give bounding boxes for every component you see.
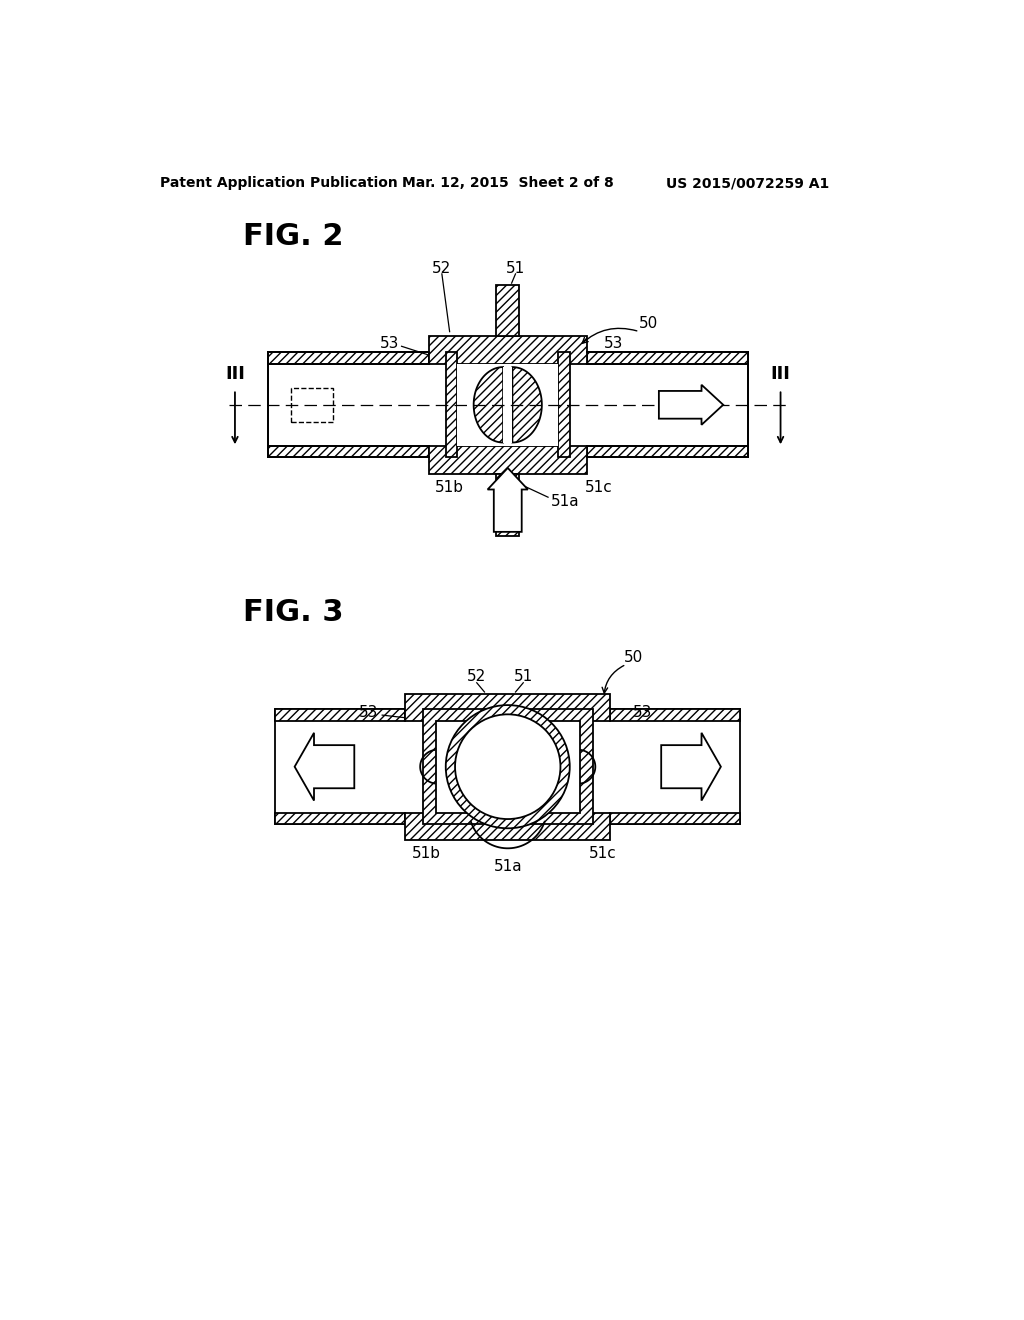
Text: 51c: 51c bbox=[589, 846, 616, 861]
Bar bbox=[458, 364, 558, 446]
Text: 51b: 51b bbox=[412, 846, 441, 861]
Ellipse shape bbox=[455, 714, 560, 818]
Bar bbox=[587, 352, 748, 364]
Bar bbox=[435, 721, 580, 813]
Bar bbox=[496, 285, 519, 335]
Text: FIG. 2: FIG. 2 bbox=[243, 223, 343, 251]
Polygon shape bbox=[662, 733, 721, 800]
Text: 51a: 51a bbox=[494, 859, 522, 874]
Bar bbox=[267, 352, 429, 364]
Polygon shape bbox=[295, 733, 354, 800]
Bar bbox=[610, 709, 740, 721]
Bar bbox=[291, 388, 334, 422]
Polygon shape bbox=[512, 367, 542, 442]
Bar bbox=[267, 352, 748, 457]
Bar bbox=[496, 474, 519, 536]
Text: 52: 52 bbox=[467, 669, 486, 684]
Bar bbox=[423, 709, 593, 825]
Text: 53: 53 bbox=[380, 335, 399, 351]
Text: 51: 51 bbox=[514, 669, 532, 684]
Text: 53: 53 bbox=[358, 705, 378, 721]
Text: US 2015/0072259 A1: US 2015/0072259 A1 bbox=[667, 176, 829, 190]
Polygon shape bbox=[474, 367, 503, 442]
Text: 51b: 51b bbox=[435, 480, 464, 495]
Text: Mar. 12, 2015  Sheet 2 of 8: Mar. 12, 2015 Sheet 2 of 8 bbox=[401, 176, 613, 190]
Text: 51c: 51c bbox=[586, 480, 613, 495]
Bar bbox=[429, 446, 587, 474]
Polygon shape bbox=[487, 469, 528, 532]
Text: III: III bbox=[225, 366, 245, 383]
Polygon shape bbox=[512, 367, 542, 442]
Bar bbox=[503, 367, 512, 442]
Bar bbox=[429, 335, 587, 364]
Bar bbox=[587, 446, 748, 457]
Bar bbox=[445, 352, 458, 457]
Bar bbox=[558, 352, 569, 457]
Bar bbox=[275, 709, 406, 721]
Bar bbox=[458, 364, 558, 446]
Polygon shape bbox=[474, 367, 503, 442]
Text: 50: 50 bbox=[639, 317, 658, 331]
Bar bbox=[275, 709, 740, 825]
Text: FIG. 3: FIG. 3 bbox=[243, 598, 343, 627]
Text: 51a: 51a bbox=[550, 494, 579, 508]
Bar bbox=[406, 813, 610, 840]
Text: 50: 50 bbox=[624, 649, 643, 665]
Text: 53: 53 bbox=[633, 705, 652, 721]
Ellipse shape bbox=[445, 705, 569, 829]
Polygon shape bbox=[658, 385, 723, 425]
Text: 53: 53 bbox=[604, 335, 624, 351]
Text: 52: 52 bbox=[432, 261, 452, 276]
Text: III: III bbox=[771, 366, 791, 383]
Text: 51: 51 bbox=[506, 261, 525, 276]
Bar bbox=[610, 813, 740, 825]
Bar bbox=[406, 693, 610, 721]
Bar bbox=[267, 446, 429, 457]
Text: Patent Application Publication: Patent Application Publication bbox=[160, 176, 398, 190]
Bar bbox=[275, 813, 406, 825]
